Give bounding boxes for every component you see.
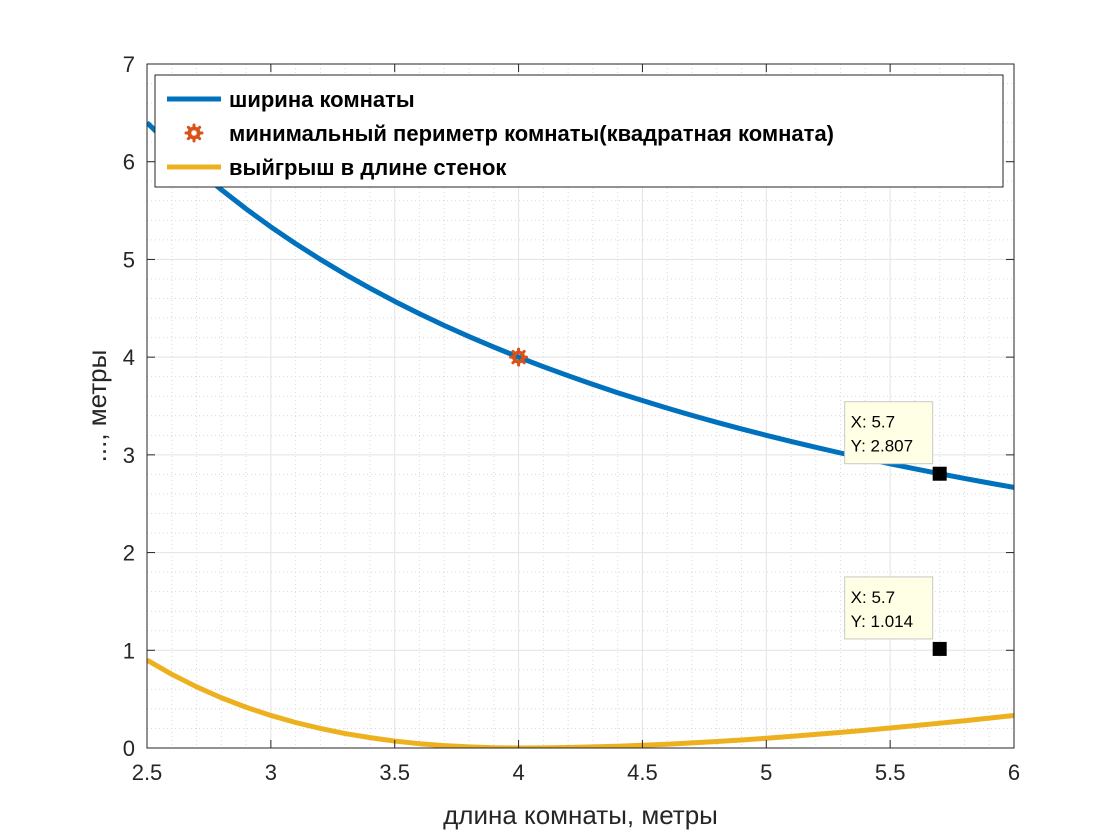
data-point-marker xyxy=(509,347,529,367)
x-tick-label: 3 xyxy=(265,760,277,785)
y-axis-label: ..., метры xyxy=(82,350,112,463)
x-tick-label: 5 xyxy=(760,760,772,785)
y-tick-label: 3 xyxy=(123,443,135,468)
datatip-point xyxy=(932,466,947,481)
y-tick-label: 6 xyxy=(123,150,135,175)
legend: ширина комнаты минимальный периметр комна… xyxy=(154,74,1004,188)
y-tick-label: 0 xyxy=(123,736,135,761)
x-tick-labels: 2.5 3 3.5 4 4.5 5 5.5 6 xyxy=(132,760,1020,785)
y-tick-labels: 0 1 2 3 4 5 6 7 xyxy=(123,52,135,761)
legend-label: минимальный периметр комнаты(квадратная … xyxy=(229,121,834,146)
y-tick-label: 5 xyxy=(123,247,135,272)
y-tick-label: 4 xyxy=(123,345,135,370)
legend-swatch-marker xyxy=(184,123,204,143)
x-tick-label: 3.5 xyxy=(379,760,410,785)
datatips: X: 5.7 Y: 2.807 X: 5.7 Y: 1.014 xyxy=(844,401,947,656)
legend-box xyxy=(154,74,1004,188)
datatip-line-y: Y: 1.014 xyxy=(851,612,913,631)
datatip-line-x: X: 5.7 xyxy=(851,413,895,432)
legend-items: ширина комнаты минимальный периметр комна… xyxy=(167,87,834,180)
x-tick-label: 6 xyxy=(1008,760,1020,785)
datatip-line-x: X: 5.7 xyxy=(851,588,895,607)
x-tick-label: 4.5 xyxy=(627,760,658,785)
y-tick-label: 7 xyxy=(123,52,135,77)
datatip-line-y: Y: 2.807 xyxy=(851,437,913,456)
y-tick-label: 2 xyxy=(123,541,135,566)
marker-ring xyxy=(512,350,526,364)
datatip-box xyxy=(844,401,934,465)
x-tick-label: 4 xyxy=(512,760,524,785)
x-axis-label: длина комнаты, метры xyxy=(443,800,718,830)
series-line-2 xyxy=(147,657,1014,748)
x-tick-label: 2.5 xyxy=(132,760,163,785)
marker-ring xyxy=(187,126,201,140)
x-tick-label: 5.5 xyxy=(875,760,906,785)
legend-label: ширина комнаты xyxy=(229,87,415,112)
markers-layer xyxy=(509,347,529,367)
datatip-point xyxy=(932,641,947,656)
y-tick-label: 1 xyxy=(123,638,135,663)
legend-label: выйгрыш в длине стенок xyxy=(229,155,507,180)
datatip-box xyxy=(844,576,934,640)
plot-frame xyxy=(146,63,1015,749)
axis-ticks xyxy=(146,63,1015,749)
